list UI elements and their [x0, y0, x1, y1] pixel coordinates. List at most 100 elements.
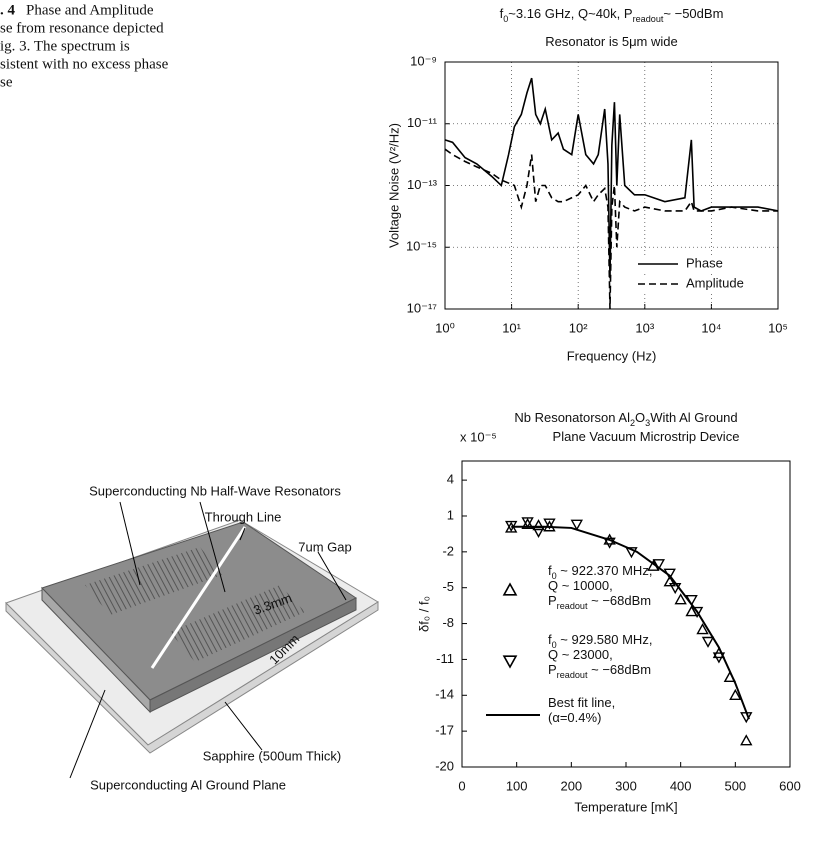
point — [674, 593, 687, 605]
x-axis-label: Frequency (Hz) — [567, 348, 657, 363]
chart-title-part: Nb Resonatorson Al — [514, 410, 630, 425]
point — [625, 547, 638, 559]
legend-label-part: f — [548, 563, 552, 578]
legend-label-part: f — [548, 632, 552, 647]
x-tick-label: 500 — [724, 778, 746, 793]
leader-lines — [69, 501, 347, 779]
legend-swatch — [502, 582, 518, 596]
y-tick-label: -11 — [436, 651, 454, 666]
legend-label: Preadout ~ −68dBm — [548, 662, 651, 680]
legend-label-part: Best fit line, — [548, 695, 615, 710]
caption-line: ig. 3. The spectrum is — [0, 38, 130, 54]
legend-bg — [628, 255, 774, 274]
legend-label-part: readout — [557, 601, 588, 611]
chart-title-part: ~3.16 GHz, Q~40k, P — [508, 6, 632, 21]
y-tick-label: 10⁻¹³ — [407, 177, 438, 192]
legend-label-part: P — [548, 662, 557, 677]
fit-line — [511, 525, 750, 720]
x-axis-label: Temperature [mK] — [574, 799, 677, 814]
point — [663, 575, 676, 587]
legend-swatch — [502, 655, 518, 669]
legend-label: Amplitude — [686, 275, 744, 290]
ground-plane-edge — [5, 601, 379, 754]
y-axis-label: δf₀ / f₀ — [416, 596, 431, 632]
x-tick-label: 0 — [458, 778, 465, 793]
caption-label: . 4 — [0, 2, 16, 18]
chart-title: Nb Resonatorson Al2O3With Al Ground — [514, 410, 737, 428]
legend-label: Preadout ~ −68dBm — [548, 593, 651, 611]
chart-title: f0~3.16 GHz, Q~40k, Preadout~ −50dBm — [500, 6, 724, 24]
y-tick-label: 10⁻⁹ — [410, 53, 437, 68]
x-tick-label: 10² — [569, 320, 588, 335]
legend-label: f0 ~ 929.580 MHz, — [548, 632, 652, 650]
diagram-label: Superconducting Al Ground Plane — [90, 777, 286, 792]
legend-label: (α=0.4%) — [548, 710, 601, 725]
legend-label: Q ~ 10000, — [548, 578, 613, 593]
legend-label-part: 0 — [552, 640, 557, 650]
legend-label-part: P — [548, 593, 557, 608]
legend-bg — [628, 275, 774, 294]
x-tick-label: 400 — [670, 778, 692, 793]
chart-title-part: ~ −50dBm — [663, 6, 723, 21]
caption-line: Phase and Amplitude — [26, 2, 154, 18]
y-tick-label: 10⁻¹⁷ — [407, 300, 438, 315]
y-tick-label: 10⁻¹⁵ — [406, 239, 437, 254]
plot-frame — [444, 61, 779, 310]
legend-label: Phase — [686, 255, 723, 270]
substrate-front — [149, 597, 357, 713]
chart-title-part: 2 — [630, 418, 635, 428]
legend-label-part: ~ −68dBm — [588, 662, 652, 677]
resonators-left — [85, 547, 222, 615]
chart-title: Resonator is 5μm wide — [545, 34, 678, 49]
caption-line: se — [0, 74, 13, 90]
point — [696, 623, 709, 635]
point — [712, 652, 726, 664]
point — [690, 606, 704, 619]
y-tick-label: -8 — [442, 615, 454, 630]
through-line — [150, 526, 247, 669]
point — [652, 559, 665, 571]
x-tick-label: 200 — [560, 778, 582, 793]
diagram-label: Sapphire (500um Thick) — [203, 748, 342, 763]
chart-title-part: Plane Vacuum Microstrip Device — [553, 429, 740, 444]
plot-frame — [461, 460, 791, 768]
y-tick-label: -5 — [442, 579, 454, 594]
y-multiplier: x 10⁻⁵ — [460, 429, 497, 444]
diagram-label: Through Line — [205, 509, 282, 524]
y-tick-label: 10⁻¹¹ — [407, 115, 438, 130]
chart-title-part: 3 — [645, 418, 650, 428]
legend-label-part: 0 — [552, 571, 557, 581]
x-tick-label: 10¹ — [502, 320, 521, 335]
y-tick-label: 4 — [447, 472, 454, 487]
legend-label: Best fit line, — [548, 695, 615, 710]
y-tick-label: -2 — [442, 543, 454, 558]
diagram-label: Superconducting Nb Half-Wave Resonators — [89, 483, 341, 498]
x-tick-label: 10⁴ — [701, 320, 721, 335]
legend-label: f0 ~ 922.370 MHz, — [548, 563, 652, 581]
diagram-label: 7um Gap — [298, 539, 351, 554]
chart-title-part: f — [500, 6, 504, 21]
series-line — [444, 77, 779, 279]
resonators-right — [170, 585, 305, 662]
legend-label: Q ~ 23000, — [548, 647, 613, 662]
chart-title-part: 0 — [503, 14, 508, 24]
chart-title-part: O — [635, 410, 645, 425]
device-illustration — [5, 501, 379, 779]
legend-label-part: Q ~ 23000, — [548, 647, 613, 662]
legend-label-part: ~ 922.370 MHz, — [557, 563, 653, 578]
x-tick-label: 300 — [615, 778, 637, 793]
legend-label-part: Q ~ 10000, — [548, 578, 613, 593]
point — [740, 734, 753, 746]
point — [570, 519, 583, 531]
x-tick-label: 100 — [506, 778, 528, 793]
chart-title-part: With Al Ground — [650, 410, 737, 425]
point — [603, 537, 616, 549]
x-tick-label: 10⁰ — [435, 320, 455, 335]
chart-title: Plane Vacuum Microstrip Device — [553, 429, 740, 444]
legend-label-part: (α=0.4%) — [548, 710, 601, 725]
y-tick-label: -20 — [435, 758, 454, 773]
y-tick-label: 1 — [447, 507, 454, 522]
y-axis-label: Voltage Noise (V²/Hz) — [386, 123, 401, 248]
legend-label-part: ~ −68dBm — [588, 593, 652, 608]
